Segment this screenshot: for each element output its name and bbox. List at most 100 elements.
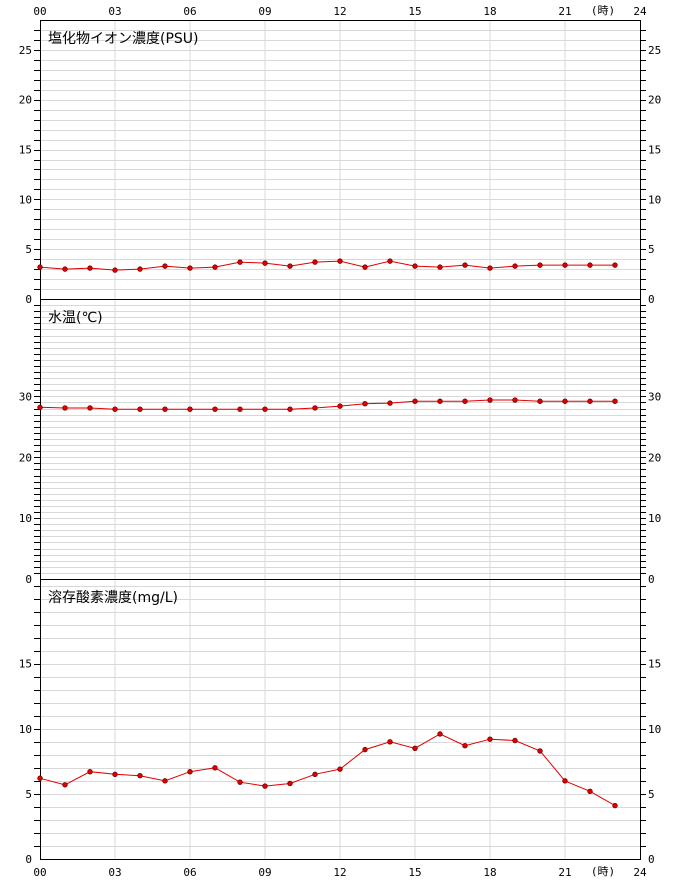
x-tick-label-top: 24: [633, 5, 647, 18]
data-point: [612, 802, 618, 809]
x-tick-label-top: 00: [33, 5, 46, 18]
y-tick-label-left: 5: [25, 243, 32, 256]
y-tick-label-left: 15: [19, 658, 32, 671]
y-tick-label-right: 20: [648, 94, 661, 107]
data-point: [237, 406, 243, 412]
series-line: [39, 733, 616, 807]
data-point: [512, 397, 518, 403]
data-point: [437, 398, 443, 404]
y-tick-label-right: 0: [648, 293, 655, 306]
x-tick-label-bottom: 03: [108, 866, 121, 879]
x-tick-label-bottom: 00: [33, 866, 46, 879]
data-point: [237, 259, 243, 265]
y-tick-label-right: 25: [648, 44, 661, 57]
data-point: [387, 739, 393, 745]
x-tick-label-top: 21: [558, 5, 571, 18]
x-tick-label-bottom: 06: [183, 866, 196, 879]
panel-title: 塩化物イオン濃度(PSU): [48, 31, 199, 47]
y-tick-label-right: 15: [648, 144, 661, 157]
series-layer: [37, 258, 618, 809]
data-point: [287, 406, 293, 412]
grid-layer: [40, 20, 640, 859]
data-point: [362, 400, 368, 407]
data-point: [537, 262, 543, 268]
x-unit-label-bottom: (時): [591, 865, 615, 878]
series-line: [39, 399, 615, 410]
y-tick-label-left: 10: [19, 193, 32, 206]
data-point: [187, 406, 193, 412]
y-tick-label-right: 10: [648, 723, 661, 736]
data-point: [362, 746, 368, 753]
x-tick-label-top: 03: [108, 5, 121, 18]
data-point: [287, 263, 293, 269]
y-tick-label-left: 20: [19, 94, 32, 107]
data-point: [137, 772, 143, 779]
x-unit-label-top: (時): [591, 4, 615, 17]
y-tick-label-left: 0: [25, 573, 32, 586]
data-point: [337, 403, 343, 409]
data-point: [587, 262, 593, 268]
tick-layer: [34, 30, 646, 847]
data-point: [337, 258, 343, 264]
x-tick-label-top: 18: [483, 5, 496, 18]
data-point: [162, 406, 168, 412]
panel-frame: [40, 579, 641, 860]
y-tick-label-right: 5: [648, 243, 655, 256]
series-line: [39, 260, 615, 271]
data-point: [312, 259, 318, 265]
data-point: [487, 736, 493, 742]
data-point: [462, 398, 468, 404]
x-tick-label-top: 09: [258, 5, 271, 18]
data-point: [587, 398, 593, 404]
y-tick-label-left: 0: [25, 293, 32, 306]
y-tick-label-right: 30: [648, 390, 661, 403]
data-point: [37, 404, 43, 411]
data-point: [512, 737, 518, 744]
data-point: [187, 265, 193, 271]
y-tick-label-right: 20: [648, 451, 661, 464]
x-tick-label-bottom: 24: [633, 866, 647, 879]
data-point: [212, 406, 218, 412]
data-point: [362, 264, 368, 270]
y-tick-label-left: 10: [19, 512, 32, 525]
x-tick-label-bottom: 21: [558, 866, 571, 879]
data-point: [287, 780, 293, 787]
data-point: [112, 406, 118, 412]
y-tick-label-left: 5: [25, 788, 32, 801]
data-point: [37, 264, 43, 270]
x-tick-label-bottom: 18: [483, 866, 496, 879]
data-point: [312, 771, 318, 778]
data-point: [112, 771, 118, 778]
data-point: [612, 398, 618, 404]
data-point: [162, 778, 168, 784]
data-point: [412, 398, 418, 404]
data-point: [562, 262, 568, 268]
panel-title: 水温(℃): [48, 310, 103, 326]
data-point: [62, 266, 68, 272]
y-tick-label-right: 10: [648, 193, 661, 206]
y-tick-label-left: 30: [19, 390, 32, 403]
data-point: [412, 745, 418, 752]
y-tick-label-left: 0: [25, 853, 32, 866]
data-point: [262, 260, 268, 266]
y-tick-label-right: 5: [648, 788, 655, 801]
data-point: [387, 258, 393, 264]
data-point: [612, 262, 618, 268]
y-tick-label-right: 0: [648, 853, 655, 866]
x-tick-label-top: 06: [183, 5, 196, 18]
data-point: [262, 406, 268, 412]
panel-title: 溶存酸素濃度(mg/L): [48, 590, 178, 606]
x-tick-label-top: 15: [408, 5, 421, 18]
data-point: [437, 264, 443, 270]
x-tick-label-bottom: 12: [333, 866, 346, 879]
data-point: [262, 783, 268, 789]
y-tick-label-left: 20: [19, 451, 32, 464]
y-tick-label-left: 10: [19, 723, 32, 736]
data-point: [37, 775, 43, 781]
data-point: [137, 406, 143, 412]
y-tick-label-left: 25: [19, 44, 32, 57]
data-point: [212, 765, 218, 771]
x-tick-label-bottom: 09: [258, 866, 271, 879]
